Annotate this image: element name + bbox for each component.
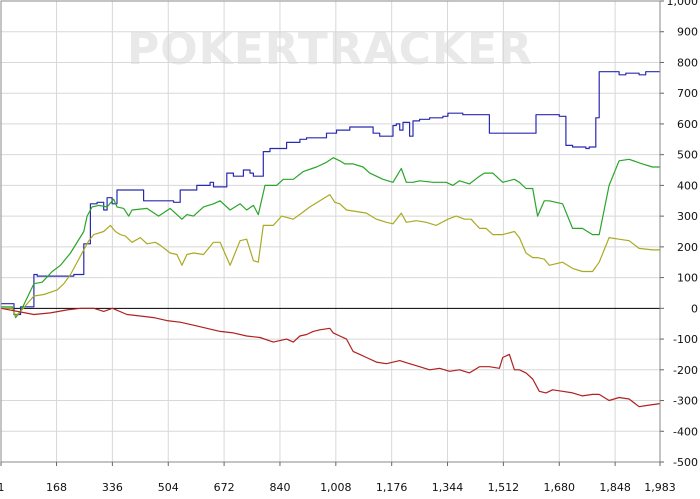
y-tick-label: 800: [677, 56, 698, 69]
vertical-grid-lines: [56, 1, 616, 462]
y-tick-label: -200: [673, 364, 698, 377]
series-line-4: [0, 307, 661, 408]
y-tick-label: -400: [673, 425, 698, 438]
x-tick-label: 1,848: [599, 481, 631, 494]
y-tick-label: 500: [677, 149, 698, 162]
series-line-1: [1, 71, 660, 316]
x-tick-label: 672: [214, 481, 235, 494]
y-tick-label: -300: [673, 395, 698, 408]
plot-background: [1, 1, 660, 462]
series-line-2: [1, 157, 660, 319]
y-tick-label: -100: [673, 333, 698, 346]
x-tick-label: 168: [46, 481, 67, 494]
y-tick-label: -500: [673, 456, 698, 469]
y-tick-label: 400: [677, 179, 698, 192]
x-tick-label: 1,176: [376, 481, 408, 494]
y-tick-label: 0: [691, 302, 698, 315]
plot-border: [0, 0, 661, 463]
y-tick-label: 900: [677, 26, 698, 39]
y-tick-label: 700: [677, 87, 698, 100]
y-tick-label: 1,000: [667, 0, 699, 8]
y-tick-label: 300: [677, 210, 698, 223]
y-tick-label: 100: [677, 272, 698, 285]
x-tick-label: 1,008: [320, 481, 352, 494]
pokertracker-watermark: POKERTRACKER: [127, 24, 533, 75]
y-tick-label: 200: [677, 241, 698, 254]
x-tick-label: 1: [0, 481, 5, 494]
x-tick-label: 840: [269, 481, 290, 494]
x-tick-label: 504: [158, 481, 179, 494]
series-line-3: [1, 194, 660, 317]
y-axis-tick-labels: -500 -400 -300 -200 -100 0 100 200 300 400 500 600 7…: [660, 0, 698, 469]
x-tick-label: 1,344: [432, 481, 464, 494]
x-tick-label: 1,983: [644, 481, 676, 494]
x-tick-label: 336: [102, 481, 123, 494]
x-tick-label: 1,680: [544, 481, 576, 494]
x-tick-label: 1,512: [488, 481, 520, 494]
horizontal-grid-lines: [1, 31, 660, 432]
x-axis-tick-labels: 1 168 336 504 672 840 1,008 1,176 1,344 1,512 1,68…: [0, 462, 676, 494]
y-tick-label: 600: [677, 118, 698, 131]
series-lines: [0, 71, 661, 408]
